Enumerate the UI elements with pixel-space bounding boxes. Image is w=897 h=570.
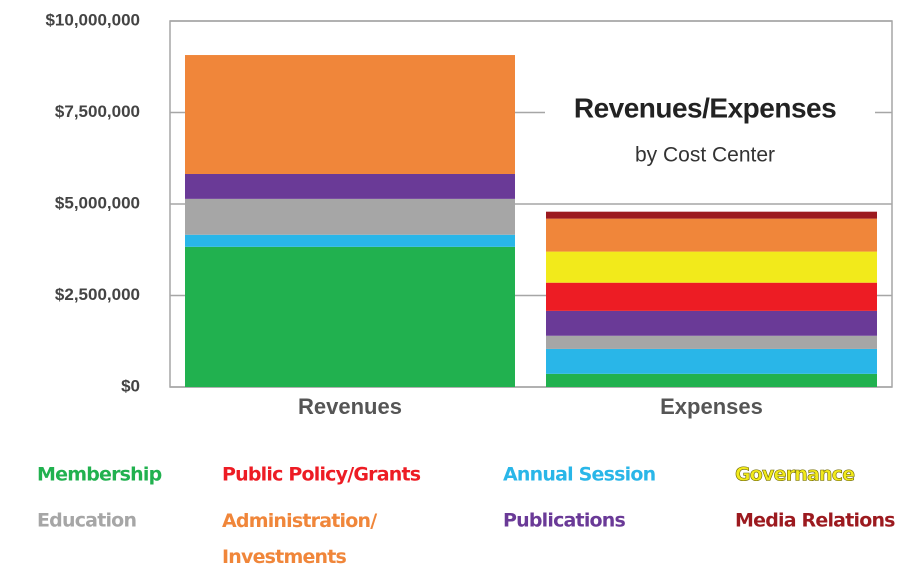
x-tick-label: Revenues [298,394,402,419]
bar-segment [546,373,877,387]
bar-segment [546,348,877,374]
bar-segment [546,310,877,336]
bar-segment [185,55,515,174]
legend-label: Publications [503,510,626,532]
bar-segment [185,246,515,387]
legend-label: Public Policy/Grants [222,464,421,486]
bar-segment [546,282,877,311]
legend-label: Media Relations [735,510,895,532]
bar-segment [185,198,515,235]
bar-segment [546,218,877,252]
chart-subtitle: by Cost Center [635,144,775,167]
bar-segment [185,234,515,247]
y-tick-label: $5,000,000 [55,193,140,212]
bar-segment [546,251,877,283]
bar-segment [546,211,877,219]
y-tick-label: $10,000,000 [45,10,140,29]
legend-label: Education [37,510,136,532]
chart-title: Revenues/Expenses [574,92,836,123]
bar-segment [546,335,877,349]
legend-label: Membership [37,464,162,486]
y-tick-label: $7,500,000 [55,102,140,121]
legend-label: Administration/Investments [222,510,377,568]
y-tick-label: $0 [121,376,140,395]
x-tick-label: Expenses [660,394,763,419]
title-box [545,78,875,178]
y-tick-label: $2,500,000 [55,285,140,304]
legend-label: Annual Session [503,464,656,486]
bar-segment [185,173,515,199]
legend-label: Governance [735,464,854,486]
